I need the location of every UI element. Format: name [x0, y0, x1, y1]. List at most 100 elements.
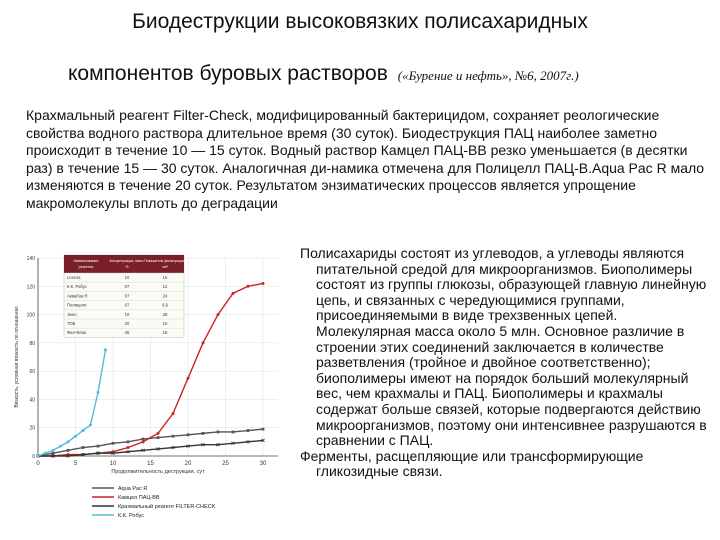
table-cell: 07 [125, 303, 130, 308]
table-header-cell: % [125, 265, 129, 269]
table-cell: 12 [163, 284, 168, 289]
data-point [66, 454, 70, 458]
table-cell: 28 [163, 312, 168, 317]
table-header-cell: см³ [162, 265, 168, 269]
right-column: Полисахариды состоят из углеводов, а угл… [300, 245, 712, 480]
x-tick-label: 0 [36, 461, 40, 467]
x-tick-label: 30 [260, 461, 267, 467]
intro-text: Крахмальный реагент Filter-Check, модифи… [26, 107, 705, 211]
data-point [231, 430, 235, 434]
data-point [231, 441, 235, 446]
data-point [51, 451, 55, 455]
data-point [59, 444, 62, 448]
data-point [246, 429, 250, 432]
data-point [51, 454, 55, 458]
table-header-cell: Показатель фильтрации, [144, 259, 186, 263]
data-point [111, 441, 115, 445]
data-point [141, 448, 145, 453]
data-point [36, 454, 40, 458]
data-point [126, 440, 130, 444]
data-point [111, 451, 115, 455]
series-line [38, 282, 264, 457]
data-point [81, 452, 85, 457]
data-point [246, 440, 250, 444]
data-point [171, 434, 175, 438]
data-point [126, 446, 130, 450]
y-tick-label: 20 [29, 426, 35, 432]
data-point [186, 433, 190, 437]
table-header-cell: Концентрация, масс. [110, 259, 145, 263]
table-cell: 20 [125, 321, 130, 326]
data-point [96, 390, 100, 394]
data-point [44, 451, 47, 455]
data-point [51, 448, 55, 452]
table-cell: Экол [67, 312, 77, 317]
title-source: («Бурение и нефть», №6, 2007г.) [397, 68, 579, 83]
table-cell: Полицелл [67, 303, 87, 308]
x-tick-label: 10 [110, 461, 117, 467]
data-point [201, 341, 205, 345]
table-cell: Lexeza [67, 275, 81, 280]
data-point [186, 376, 190, 380]
data-point [81, 446, 85, 449]
data-point [126, 449, 130, 454]
table-cell: Фил-Флок [67, 330, 86, 335]
table-cell: 10 [163, 321, 168, 326]
data-point [81, 429, 85, 433]
chart-figure: 0 20 40 60 80 100 120 140 0 5 10 15 20 25 30 Вязкость, … [14, 254, 278, 519]
data-point [216, 430, 220, 434]
right-paragraph-1: Полисахариды состоят из углеводов, а угл… [300, 245, 707, 449]
data-point [261, 427, 265, 431]
x-tick-label: 15 [147, 461, 154, 467]
table-cell: 15 [163, 275, 168, 280]
data-point [171, 445, 175, 450]
y-axis-label: Вязкость, условная вязкость по отношению [14, 306, 20, 408]
slide-title-line-2: компонентов буровых растворов («Бурение … [68, 62, 579, 86]
data-point [246, 284, 250, 288]
table-cell: 07 [125, 284, 130, 289]
data-point [201, 431, 205, 435]
legend-label: Камцел ПАЦ-ВВ [118, 495, 160, 501]
table-header-cell: реагента [79, 265, 94, 269]
table-cell: 6,6 [162, 303, 168, 308]
title-line-2-text: компонентов буровых растворов [68, 62, 388, 85]
x-tick-label: 25 [222, 461, 229, 467]
slide-title-line-1: Биодеструкции высоковязких полисахаридны… [132, 10, 588, 33]
figure: 0 20 40 60 80 100 120 140 0 5 10 15 20 25 30 Вязкость, … [10, 252, 292, 534]
table-cell: 07 [125, 293, 130, 298]
data-point [104, 348, 107, 352]
x-tick-label: 5 [74, 461, 78, 467]
y-tick-label: 140 [27, 256, 36, 262]
legend-label: К.К. Робус [118, 513, 144, 519]
x-axis-label: Продолжительность деструкции, сут [111, 469, 205, 475]
y-tick-label: 80 [29, 341, 35, 347]
data-point [216, 313, 220, 317]
table-header-cell: Наименование [74, 259, 99, 263]
table-cell: АкваПак R [67, 293, 88, 298]
data-point [74, 434, 77, 438]
data-point [156, 447, 160, 451]
table-cell: К.К. Робус [67, 284, 87, 289]
intro-paragraph: Крахмальный реагент Filter-Check, модифи… [26, 107, 706, 212]
table-cell: 10 [125, 312, 130, 317]
series-line [37, 349, 107, 457]
data-point [201, 442, 205, 447]
y-tick-label: 0 [32, 454, 35, 460]
data-point [66, 448, 70, 452]
series-line [38, 439, 264, 457]
data-point [141, 437, 145, 441]
data-point [231, 291, 235, 295]
table-cell: 24 [163, 293, 168, 298]
legend-label: Крахмальный реагент FILTER-CHECK [118, 503, 216, 510]
right-paragraph-2: Ферменты, расщепляющие или трансформирую… [300, 447, 644, 480]
table-cell: 10 [125, 275, 130, 280]
y-tick-label: 60 [29, 369, 35, 375]
table-cell: 45 [125, 330, 130, 335]
data-point [216, 442, 220, 447]
y-tick-label: 40 [29, 397, 35, 403]
data-point [261, 281, 265, 285]
data-point [96, 451, 100, 455]
inset-table-header [64, 255, 184, 273]
data-point [89, 423, 92, 427]
legend-label: Aqua Pac R [118, 486, 147, 492]
